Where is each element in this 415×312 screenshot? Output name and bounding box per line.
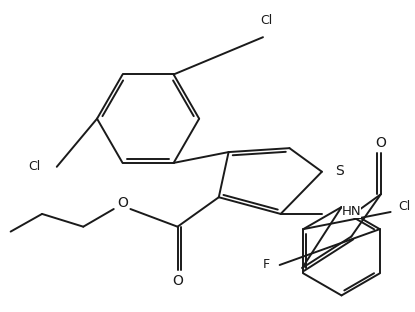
Text: O: O xyxy=(172,274,183,288)
Text: O: O xyxy=(117,196,128,210)
Text: HN: HN xyxy=(342,206,361,218)
Text: Cl: Cl xyxy=(260,14,272,27)
Text: S: S xyxy=(334,164,343,178)
Text: Cl: Cl xyxy=(28,160,40,173)
Text: F: F xyxy=(263,258,270,271)
Text: O: O xyxy=(375,136,386,150)
Text: Cl: Cl xyxy=(398,200,411,212)
